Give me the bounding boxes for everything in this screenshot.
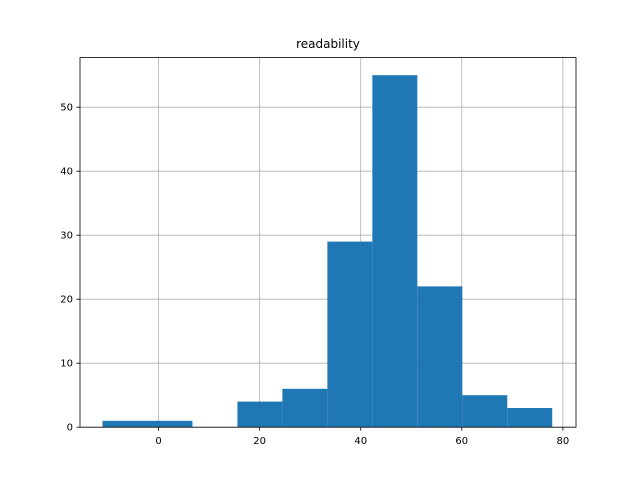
x-tick-label: 60	[455, 436, 468, 447]
x-tick-label: 20	[253, 436, 266, 447]
y-tick-label: 30	[60, 231, 73, 242]
y-tick-label: 40	[60, 167, 73, 178]
bar	[417, 286, 463, 428]
bar	[372, 75, 418, 428]
y-tick-label: 20	[60, 295, 73, 306]
x-tick-label: 0	[155, 436, 161, 447]
x-tick-label: 80	[556, 436, 569, 447]
x-tick-label: 40	[354, 436, 367, 447]
y-tick-label: 50	[60, 103, 73, 114]
bar	[237, 401, 283, 428]
bar	[507, 408, 553, 428]
bar	[102, 420, 148, 428]
bar	[327, 241, 373, 428]
bar	[462, 395, 508, 428]
plot-frame	[79, 57, 577, 428]
bar	[147, 420, 193, 428]
chart-title: readability	[296, 37, 360, 51]
y-tick-label: 10	[60, 359, 73, 370]
y-tick-label: 0	[67, 423, 73, 434]
bar	[282, 388, 328, 428]
